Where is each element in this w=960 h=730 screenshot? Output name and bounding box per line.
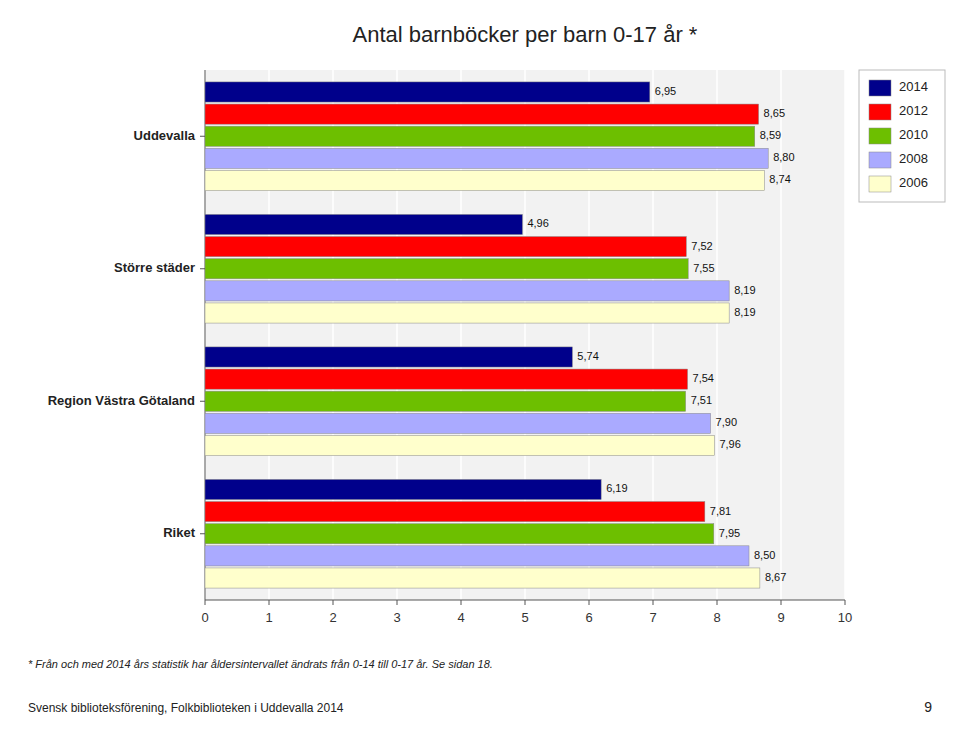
data-label: 8,19: [734, 306, 755, 318]
tick-label: 6: [585, 610, 592, 625]
tick-mark: [269, 600, 270, 605]
data-label: 8,65: [764, 107, 785, 119]
tick-mark: [845, 600, 846, 605]
data-label: 7,52: [691, 240, 712, 252]
bar: [205, 391, 686, 411]
legend-label: 2014: [899, 79, 928, 94]
title: Antal barnböcker per barn 0-17 år *: [353, 22, 698, 47]
plot-background: [205, 70, 845, 600]
data-label: 7,51: [691, 394, 712, 406]
tick-label: 1: [265, 610, 272, 625]
tick-mark: [653, 600, 654, 605]
grid: [205, 70, 845, 600]
bar: [205, 546, 749, 566]
bar: [205, 347, 572, 367]
bar: [205, 502, 705, 522]
legend-label: 2012: [899, 103, 928, 118]
grid-line: [844, 70, 846, 600]
legend: 2014 2012 2010 2008 2006: [859, 70, 945, 202]
bar: [205, 524, 714, 544]
legend-swatch: [869, 80, 891, 96]
bars: [205, 82, 768, 588]
tick-mark: [781, 600, 782, 605]
bar: [205, 413, 711, 433]
tick-label: 4: [457, 610, 464, 625]
tick-label: 2: [329, 610, 336, 625]
legend-swatch: [869, 104, 891, 120]
data-labels: 6,95 4,96 5,74 6,19 8,65 7,52 7,54 7,81 8,59 7,55…: [527, 85, 794, 583]
bar: [205, 281, 729, 301]
tick-label: 5: [521, 610, 528, 625]
tick-mark: [200, 268, 205, 269]
bar: [205, 369, 688, 389]
tick-label: 0: [201, 610, 208, 625]
bar: [205, 303, 729, 323]
data-label: 7,96: [719, 438, 740, 450]
page-number: 9: [924, 699, 932, 715]
tick-mark: [205, 600, 206, 605]
data-label: 7,55: [693, 262, 714, 274]
bar: [205, 237, 686, 257]
tick-label: 9: [777, 610, 784, 625]
bar: [205, 259, 688, 279]
tick-mark: [333, 600, 334, 605]
tick-mark: [525, 600, 526, 605]
data-label: 7,90: [716, 416, 737, 428]
data-label: 8,59: [760, 129, 781, 141]
tick-mark: [397, 600, 398, 605]
bar: [205, 148, 768, 168]
data-label: 6,95: [655, 85, 676, 97]
category-label: Uddevalla: [134, 128, 196, 143]
tick-mark: [717, 600, 718, 605]
x-axis-line: [205, 600, 845, 601]
data-label: 8,19: [734, 284, 755, 296]
chart: Antal barnböcker per barn 0-17 år * 0 1 2 3 4…: [0, 0, 960, 730]
bar: [205, 214, 522, 234]
data-label: 5,74: [577, 350, 598, 362]
y-axis: Uddevalla Större städer Region Västra Göta…: [48, 70, 205, 600]
category-label: Större städer: [114, 260, 195, 275]
x-axis: 0 1 2 3 4 5 6 7 8 9 10: [201, 600, 852, 625]
data-label: 6,19: [606, 482, 627, 494]
tick-label: 8: [713, 610, 720, 625]
bar: [205, 170, 764, 190]
data-label: 8,74: [769, 173, 790, 185]
legend-label: 2008: [899, 151, 928, 166]
legend-box: [859, 70, 945, 202]
bar: [205, 82, 650, 102]
tick-mark: [200, 136, 205, 137]
tick-mark: [589, 600, 590, 605]
tick-label: 10: [838, 610, 852, 625]
data-label: 8,50: [754, 549, 775, 561]
bar: [205, 479, 601, 499]
legend-label: 2010: [899, 127, 928, 142]
legend-swatch: [869, 176, 891, 192]
category-label: Region Västra Götaland: [48, 393, 195, 408]
data-label: 7,81: [710, 505, 731, 517]
tick-mark: [200, 533, 205, 534]
bar: [205, 435, 714, 455]
footer: Svensk biblioteksförening, Folkbibliotek…: [28, 701, 344, 715]
data-label: 7,54: [693, 372, 714, 384]
tick-mark: [461, 600, 462, 605]
bar: [205, 126, 755, 146]
legend-swatch: [869, 128, 891, 144]
legend-swatch: [869, 152, 891, 168]
data-label: 4,96: [527, 217, 548, 229]
data-label: 8,80: [773, 151, 794, 163]
grid-line: [780, 70, 782, 600]
legend-label: 2006: [899, 175, 928, 190]
tick-label: 3: [393, 610, 400, 625]
bar: [205, 104, 759, 124]
data-label: 7,95: [719, 527, 740, 539]
footnote: * Från och med 2014 års statistik har ål…: [28, 658, 493, 670]
tick-label: 7: [649, 610, 656, 625]
data-label: 8,67: [765, 571, 786, 583]
tick-mark: [200, 401, 205, 402]
category-label: Riket: [163, 525, 195, 540]
bar: [205, 568, 760, 588]
